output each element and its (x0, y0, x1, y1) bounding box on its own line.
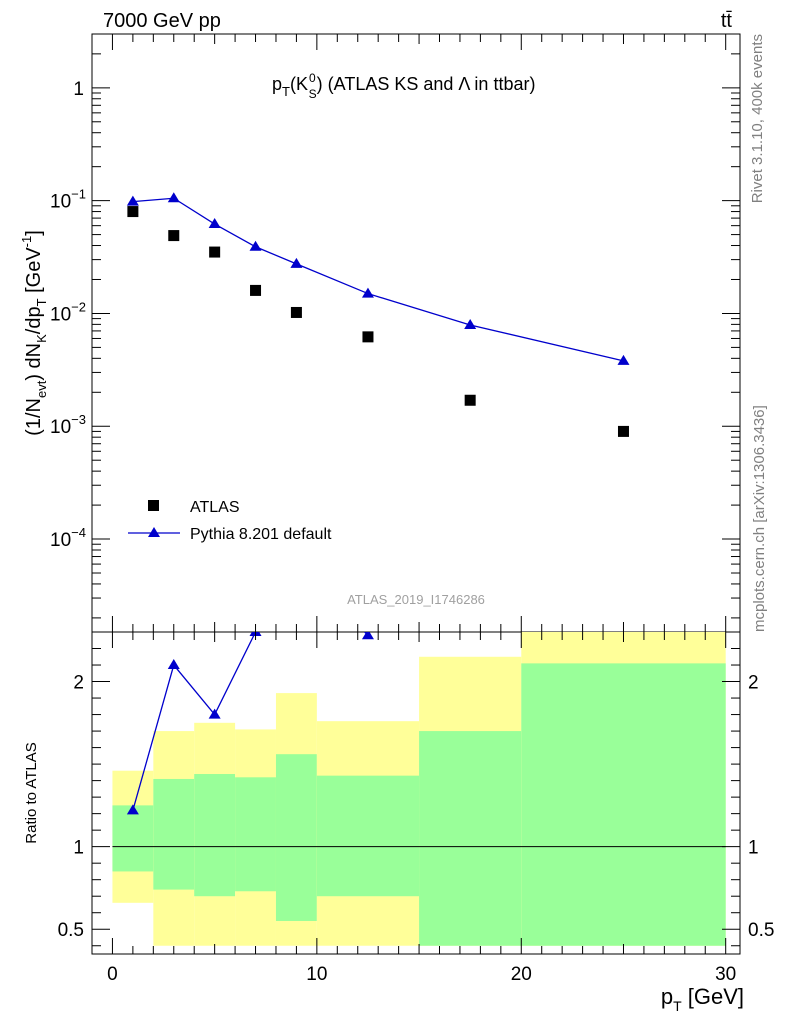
main-y-ticks: 1 10−1 10−2 10−3 10−4 (50, 33, 740, 619)
pythia-point (464, 318, 477, 329)
ratio-tick-label-right: 2 (748, 673, 759, 694)
ratio-pythia-group (126, 560, 374, 815)
ratio-tick-label-right: 1 (748, 838, 759, 859)
atlas-point (168, 230, 180, 242)
ratio-tick-label: 2 (73, 673, 84, 694)
ratio-band-inner (316, 775, 420, 897)
ratio-band-inner (235, 777, 276, 892)
ratio-tick-label-right: 0.5 (748, 920, 774, 941)
x-tick-label: 10 (306, 964, 327, 985)
x-tick-label: 20 (511, 964, 532, 985)
ratio-pythia-point (126, 804, 139, 815)
pythia-line (132, 197, 624, 362)
ratio-pythia-point (361, 632, 374, 640)
ratio-pythia-point (290, 560, 302, 570)
ratio-bands (112, 632, 726, 946)
x-tick-label: 0 (107, 964, 118, 985)
pythia-point (617, 354, 630, 365)
atlas-point (464, 394, 476, 406)
ratio-band-inner (194, 774, 236, 897)
pythia-point (249, 240, 262, 251)
ratio-pythia-series (126, 560, 374, 815)
y-tick-label: 10−3 (50, 412, 86, 438)
atlas-point (362, 331, 374, 343)
atlas-point (127, 206, 139, 218)
legend: ATLAS Pythia 8.201 default (128, 499, 332, 543)
ratio-tick-label: 1 (73, 838, 84, 859)
energy-label: 7000 GeV pp (103, 10, 221, 32)
ratio-y-ticks: 0.5 0.5 1 1 2 2 (58, 648, 774, 947)
atlas-point (250, 284, 262, 296)
legend-pythia-marker (148, 527, 160, 537)
y-axis-label: (1/Nevt) dNK/dpT [GeV-1] (19, 230, 49, 436)
side-rivet-text: Rivet 3.1.10, 400k events (749, 34, 766, 203)
ratio-band-inner (521, 663, 726, 946)
analysis-watermark: ATLAS_2019_I1746286 (347, 592, 485, 607)
x-axis-ticks: 0 10 20 30 (107, 34, 736, 985)
main-series (126, 192, 630, 437)
atlas-point (209, 246, 221, 258)
legend-atlas-marker (148, 500, 159, 511)
ratio-tick-label: 0.5 (58, 920, 84, 941)
ratio-pythia-line (132, 632, 369, 811)
ratio-axis-label: Ratio to ATLAS (23, 742, 40, 843)
legend-atlas-label: ATLAS (190, 499, 240, 516)
x-axis-label: pT [GeV] (661, 984, 744, 1014)
atlas-point (617, 425, 629, 437)
atlas-point (290, 306, 302, 318)
ratio-band-inner (275, 754, 317, 921)
pythia-point (290, 257, 303, 268)
legend-pythia-label: Pythia 8.201 default (190, 526, 332, 543)
ratio-pythia-point (167, 659, 180, 670)
pythia-point (167, 192, 180, 203)
y-tick-label: 10−1 (50, 187, 86, 213)
ratio-band-inner (153, 778, 195, 890)
plot-subtitle: pT(K0 S) (ATLAS KS and Λ in ttbar) (272, 71, 535, 101)
y-tick-label: 10−2 (50, 299, 86, 325)
ratio-panel-frame (91, 631, 741, 955)
pythia-point (126, 195, 139, 206)
process-label: tt̄ (721, 10, 733, 32)
side-mcplots-text: mcplots.cern.ch [arXiv:1306.3436] (751, 405, 768, 632)
ratio-band-inner (419, 731, 522, 946)
ratio-band-inner (112, 805, 154, 872)
pythia-point (208, 218, 221, 229)
y-tick-label: 10−4 (50, 525, 86, 551)
y-tick-label: 1 (73, 79, 84, 100)
x-tick-label: 30 (715, 964, 736, 985)
pythia-point (361, 287, 374, 298)
ratio-pythia-point (208, 708, 221, 719)
